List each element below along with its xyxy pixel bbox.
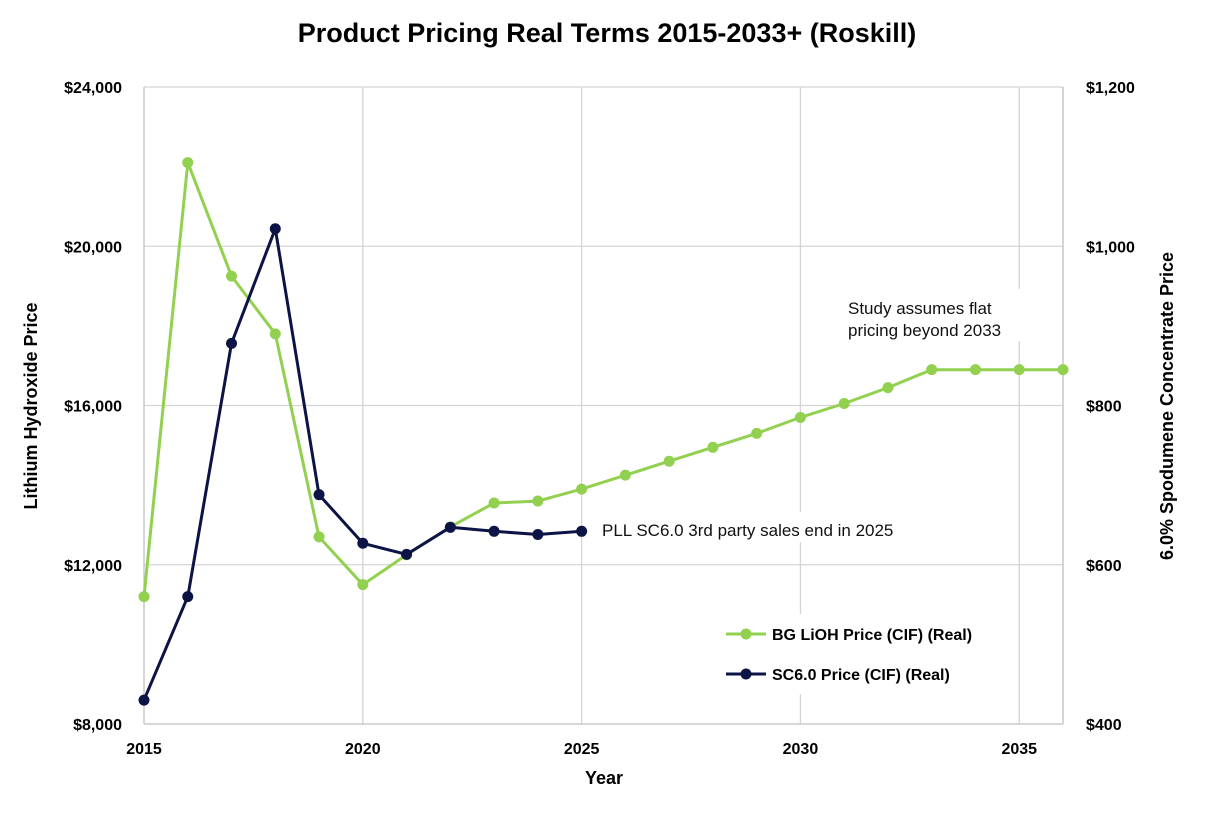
x-tick-label: 2015	[126, 741, 162, 758]
x-axis-label: Year	[585, 768, 623, 788]
series-1-point	[226, 337, 238, 349]
axes	[143, 87, 1064, 725]
series-0-point	[969, 364, 981, 376]
series-1-point	[576, 525, 588, 537]
series-1-point	[357, 537, 369, 549]
annotation-sales-end: PLL SC6.0 3rd party sales end in 2025	[598, 512, 928, 542]
x-tick-label: 2025	[564, 741, 600, 758]
series-0-point	[838, 398, 850, 410]
series-0-point	[707, 441, 719, 453]
chart-title: Product Pricing Real Terms 2015-2033+ (R…	[298, 18, 917, 48]
y-tick-label-right: $1,000	[1086, 239, 1135, 256]
legend-label-sc6: SC6.0 Price (CIF) (Real)	[772, 667, 950, 684]
series-1-point	[444, 521, 456, 533]
series-1-point	[138, 694, 150, 706]
series-0-point	[926, 364, 938, 376]
series-0-point	[1057, 364, 1069, 376]
y-tick-label-left: $24,000	[64, 80, 122, 97]
y-axis-label-left: Lithium Hydroxide Price	[21, 302, 41, 509]
series-0-point	[269, 328, 281, 340]
series-1-point	[269, 223, 281, 235]
y-tick-label-right: $400	[1086, 717, 1122, 734]
x-tick-label: 2020	[345, 741, 381, 758]
gridlines	[144, 86, 1063, 724]
series	[138, 157, 1069, 706]
series-1-point	[532, 528, 544, 540]
series-0-point	[182, 157, 194, 169]
y-tick-label-left: $8,000	[73, 717, 122, 734]
y-tick-label-left: $16,000	[64, 399, 122, 416]
legend-item-lioh: BG LiOH Price (CIF) (Real)	[726, 627, 972, 644]
annotation-sales-end-text: PLL SC6.0 3rd party sales end in 2025	[602, 521, 893, 540]
series-0-point	[532, 495, 544, 507]
series-line-0	[142, 161, 1063, 597]
series-0-point	[794, 411, 806, 423]
y-tick-label-right: $600	[1086, 558, 1122, 575]
y-axis-label-right: 6.0% Spodumene Concentrate Price	[1157, 252, 1177, 560]
tick-labels: $8,000 $400 $12,000 $600 $16,000 $800 $20,000 $…	[64, 80, 1135, 758]
series-0-point	[138, 591, 150, 603]
series-0-point	[226, 270, 238, 282]
x-tick-label: 2035	[1001, 741, 1037, 758]
series-0-point	[488, 497, 500, 509]
series-0-point	[357, 579, 369, 591]
series-1-point	[401, 548, 413, 560]
series-0-point	[882, 382, 894, 394]
y-tick-label-right: $1,200	[1086, 80, 1135, 97]
series-1-point	[488, 525, 500, 537]
series-0-point	[663, 455, 675, 467]
series-0-point	[619, 469, 631, 481]
series-0-point	[1013, 364, 1025, 376]
series-0-point	[313, 531, 325, 543]
legend-marker-sc6	[740, 668, 752, 680]
annotation-flat-pricing-line2: pricing beyond 2033	[848, 321, 1001, 340]
x-tick-label: 2030	[783, 741, 819, 758]
series-0-point	[751, 427, 763, 439]
annotation-flat-pricing: Study assumes flat pricing beyond 2033	[844, 289, 1026, 341]
series-1-point	[313, 489, 325, 501]
y-tick-label-right: $800	[1086, 399, 1122, 416]
legend-marker-lioh	[740, 628, 752, 640]
legend-label-lioh: BG LiOH Price (CIF) (Real)	[772, 627, 972, 644]
series-0-point	[576, 483, 588, 495]
legend: BG LiOH Price (CIF) (Real) SC6.0 Price (…	[718, 614, 1014, 694]
annotation-flat-pricing-line1: Study assumes flat	[848, 299, 992, 318]
y-tick-label-left: $20,000	[64, 239, 122, 256]
y-tick-label-left: $12,000	[64, 558, 122, 575]
series-1-point	[182, 591, 194, 603]
legend-item-sc6: SC6.0 Price (CIF) (Real)	[726, 667, 950, 684]
